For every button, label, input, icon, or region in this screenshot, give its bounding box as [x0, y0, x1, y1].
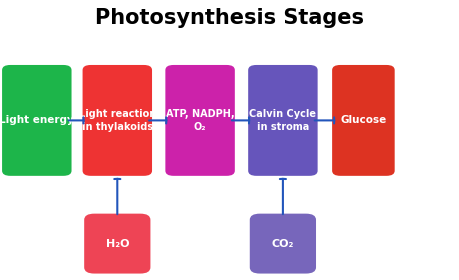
Text: Calvin Cycle
in stroma: Calvin Cycle in stroma [249, 109, 316, 132]
FancyBboxPatch shape [248, 65, 317, 176]
FancyBboxPatch shape [84, 214, 150, 274]
Text: ATP, NADPH,
O₂: ATP, NADPH, O₂ [165, 109, 234, 132]
FancyBboxPatch shape [165, 65, 235, 176]
Text: Glucose: Glucose [340, 115, 386, 125]
Text: Photosynthesis Stages: Photosynthesis Stages [95, 8, 364, 28]
Text: Light reaction
in thylakoids: Light reaction in thylakoids [78, 109, 156, 132]
FancyBboxPatch shape [2, 65, 72, 176]
Text: H₂O: H₂O [105, 239, 129, 249]
FancyBboxPatch shape [331, 65, 394, 176]
FancyBboxPatch shape [83, 65, 152, 176]
Text: CO₂: CO₂ [271, 239, 293, 249]
FancyBboxPatch shape [249, 214, 315, 274]
Text: Light energy: Light energy [0, 115, 74, 125]
